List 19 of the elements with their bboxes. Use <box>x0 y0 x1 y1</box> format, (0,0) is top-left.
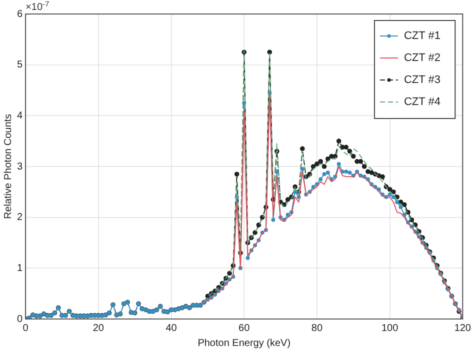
y-tick-label: 2 <box>17 212 23 224</box>
legend-label: CZT #2 <box>404 52 440 64</box>
y-tick-label: 6 <box>17 8 23 20</box>
y-tick-label: 1 <box>17 262 23 274</box>
y-tick-label: 5 <box>17 60 23 71</box>
legend-label: CZT #4 <box>404 96 440 108</box>
x-tick-label: 20 <box>92 322 104 334</box>
y-tick-label: 3 <box>17 161 23 172</box>
x-tick-label: 40 <box>166 322 178 334</box>
y-tick-label: 4 <box>17 110 23 122</box>
y-axis-title: Relative Photon Counts <box>2 114 14 220</box>
x-tick-label: 120 <box>454 322 472 334</box>
x-tick-label: 100 <box>381 322 399 334</box>
y-tick-label: 0 <box>17 314 23 325</box>
x-tick-label: 60 <box>238 322 250 334</box>
x-axis-title: Photon Energy (keV) <box>198 338 291 349</box>
legend-label: CZT #1 <box>404 30 440 42</box>
legend-label: CZT #3 <box>404 74 440 86</box>
x-tick-label: 80 <box>311 322 323 334</box>
